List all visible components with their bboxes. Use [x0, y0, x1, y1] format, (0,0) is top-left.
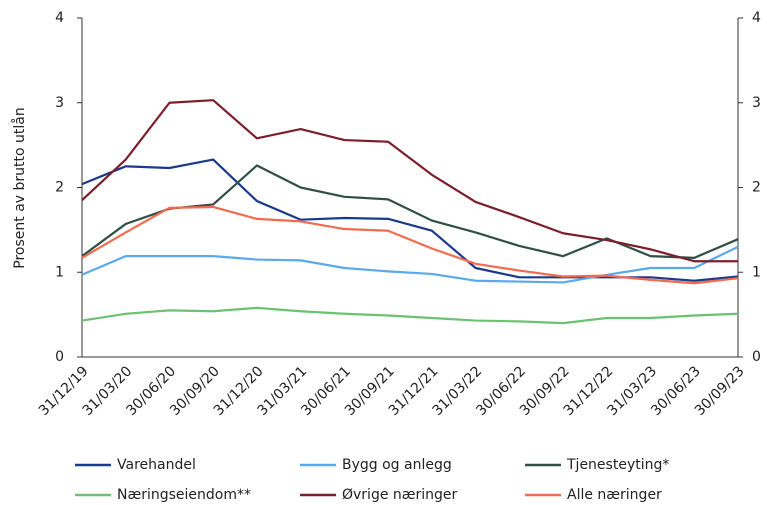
y-tick-label: 4: [55, 10, 64, 26]
series-line: [81, 245, 739, 284]
series-line: [81, 99, 738, 263]
y-tick-label: 3: [55, 95, 64, 111]
legend-label: Bygg og anlegg: [342, 457, 452, 473]
series-line: [81, 205, 739, 285]
y2-tick-label: 0: [752, 349, 761, 365]
y2-tick-label: 2: [752, 180, 761, 196]
y2-tick-label: 1: [752, 264, 761, 280]
legend-label: Varehandel: [117, 457, 196, 473]
legend-label: Alle næringer: [567, 487, 662, 503]
y-axis-label: Prosent av brutto utlån: [11, 107, 28, 268]
y-tick-label: 1: [55, 264, 64, 280]
legend-label: Tjenesteyting*: [566, 457, 669, 473]
series-line: [81, 306, 739, 325]
series-line: [81, 158, 739, 282]
y-tick-label: 0: [55, 349, 64, 365]
legend-label: Næringseiendom**: [117, 487, 251, 503]
series-line: [81, 164, 739, 259]
y2-tick-label: 4: [752, 10, 761, 26]
legend-label: Øvrige næringer: [342, 487, 458, 503]
y2-tick-label: 3: [752, 95, 761, 111]
y-tick-label: 2: [55, 180, 64, 196]
